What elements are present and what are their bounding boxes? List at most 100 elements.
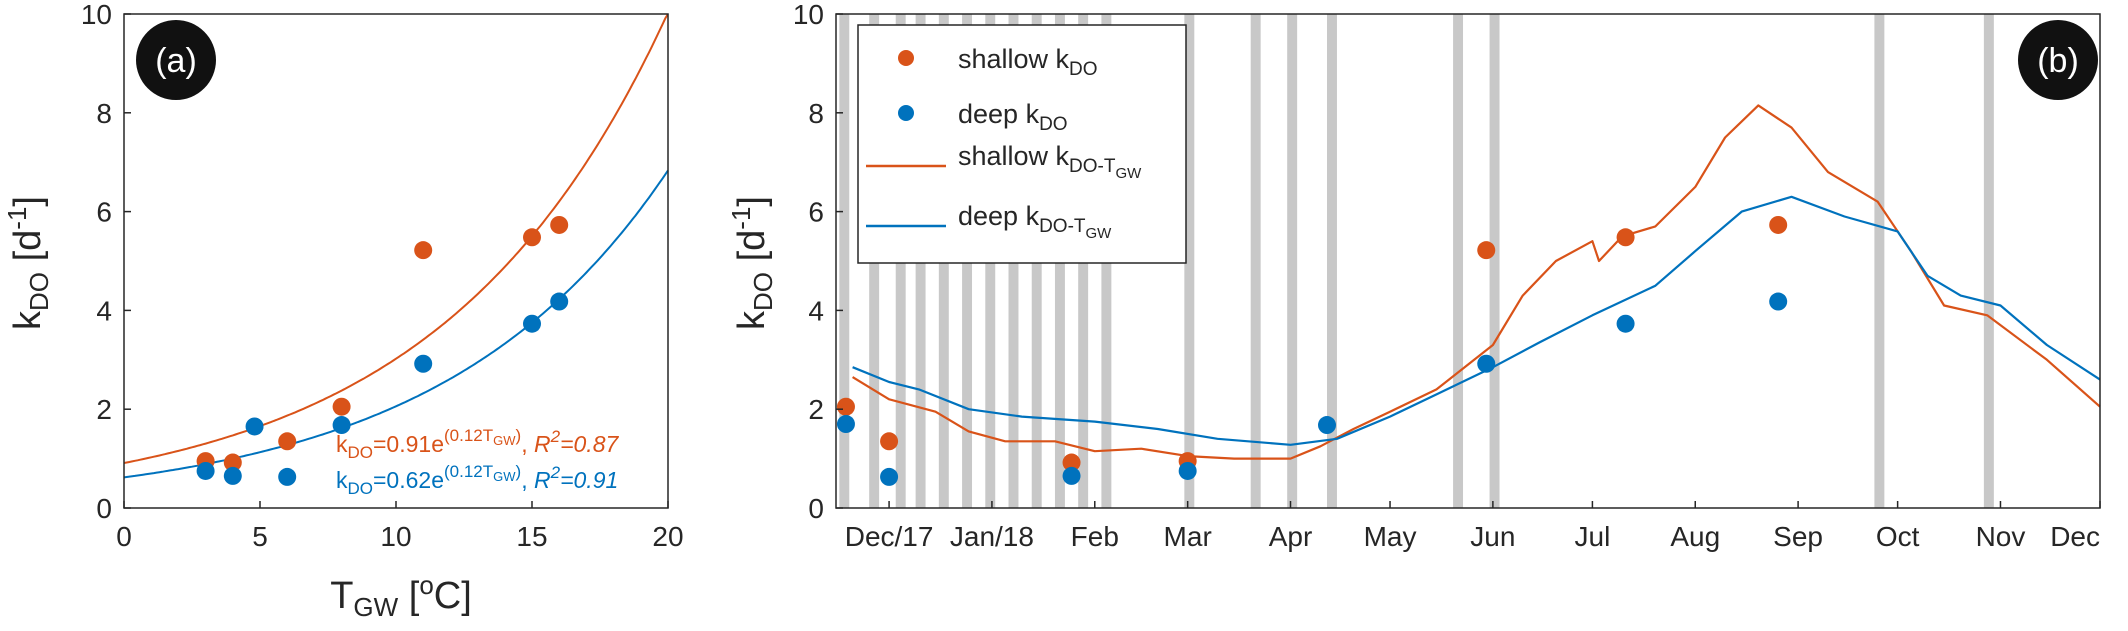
deep-point <box>332 416 351 435</box>
x-tick-label: Jun <box>1470 521 1515 552</box>
x-tick-label: 15 <box>516 521 547 552</box>
x-tick-label: Dec/17 <box>845 521 934 552</box>
panel-label-b-text: (b) <box>2037 42 2079 80</box>
y-tick-label: 10 <box>793 0 824 30</box>
shallow-kDO-point <box>880 432 899 451</box>
deep-kDO-point <box>1616 314 1635 333</box>
legend-deep-kdo: deep kDO <box>958 99 1068 135</box>
panel-label-a-text: (a) <box>155 42 197 80</box>
legend-shallow-marker <box>898 50 914 66</box>
shaded-period <box>1983 14 1994 508</box>
x-tick-label: Aug <box>1670 521 1720 552</box>
panel-b-y-ticks: 0 2 4 6 8 10 <box>793 0 824 524</box>
y-tick-label: 10 <box>81 0 112 30</box>
panel-b-frame <box>835 13 2101 509</box>
shallow-kDO-point <box>1616 228 1635 247</box>
shallow-kDO-TGW-line <box>852 104 2101 460</box>
y-tick-label: 0 <box>96 493 112 524</box>
y-tick-label: 6 <box>96 197 112 228</box>
deep-fit-curve <box>123 169 669 479</box>
shaded-period <box>1287 14 1298 508</box>
x-tick-label: Jan/18 <box>950 521 1034 552</box>
deep-kDO-point <box>1477 354 1496 373</box>
x-tick-label: Oct <box>1876 521 1920 552</box>
panel-b-series-lines <box>852 104 2101 460</box>
panel-b-x-ticks: Dec/17 Jan/18 Feb Mar Apr May Jun Jul Aug Sep Oct N… <box>845 521 2100 552</box>
panel-a-x-ticks: 0 5 10 15 20 <box>116 521 683 552</box>
deep-point <box>196 461 215 480</box>
deep-point <box>278 467 297 486</box>
panel-a-axes <box>123 13 669 509</box>
shallow-point <box>550 215 569 234</box>
x-tick-label: 5 <box>252 521 268 552</box>
shallow-point <box>278 432 297 451</box>
shallow-kDO-point <box>1477 241 1496 260</box>
shaded-period <box>1327 14 1337 508</box>
shallow-kDO-point <box>1769 215 1788 234</box>
panel-b-points <box>836 215 1788 486</box>
legend-shallow-kdo: shallow kDO <box>958 44 1098 80</box>
deep-kDO-point <box>1178 461 1197 480</box>
x-tick-label: Feb <box>1071 521 1119 552</box>
x-tick-label: Sep <box>1773 521 1823 552</box>
y-tick-label: 4 <box>808 295 824 326</box>
shallow-point <box>332 397 351 416</box>
legend-shallow-kdo-tgw: shallow kDO-TGW <box>958 141 1142 182</box>
shaded-period <box>1874 14 1885 508</box>
y-tick-label: 6 <box>808 197 824 228</box>
deep-kDO-TGW-line <box>852 195 2101 446</box>
y-tick-label: 4 <box>96 295 112 326</box>
deep-kDO-point <box>1318 416 1337 435</box>
x-tick-label: 0 <box>116 521 132 552</box>
shallow-fit-equation: kDO=0.91e(0.12TGW), R2=0.87 <box>336 426 619 462</box>
panel-a-points <box>196 215 569 486</box>
deep-kDO-point <box>1769 292 1788 311</box>
shallow-point <box>223 453 242 472</box>
shallow-point <box>523 228 541 247</box>
panel-a-y-ticks: 0 2 4 6 8 10 <box>81 0 112 524</box>
panel-label-a: (a) <box>136 20 216 100</box>
x-tick-label: 10 <box>380 521 411 552</box>
deep-kDO-point <box>880 467 899 486</box>
shaded-period <box>1250 14 1261 508</box>
y-tick-label: 8 <box>96 98 112 129</box>
shaded-period <box>1453 14 1464 508</box>
panel-b: Dec/17 Jan/18 Feb Mar Apr May Jun Jul Aug Sep Oct N… <box>726 0 2101 552</box>
panel-a-x-axis-label: TGW [oC] <box>330 570 472 622</box>
shaded-period <box>1184 14 1195 508</box>
panel-label-b-badge <box>2018 20 2098 100</box>
x-tick-label: Jul <box>1575 521 1611 552</box>
legend-deep-marker <box>898 105 914 121</box>
shaded-period <box>1489 14 1500 508</box>
panel-b-y-axis-label: kDO [d-1] <box>726 196 778 330</box>
deep-point <box>523 314 541 333</box>
panel-label-b: (b) <box>2018 20 2098 100</box>
deep-kDO-point <box>1062 466 1081 485</box>
legend: shallow kDO deep kDO shallow kDO-TGW dee… <box>857 24 1187 264</box>
x-tick-label: Mar <box>1164 521 1212 552</box>
x-tick-label: Apr <box>1269 521 1313 552</box>
shallow-fit-curve <box>123 13 669 464</box>
deep-point <box>223 466 242 485</box>
legend-deep-kdo-tgw: deep kDO-TGW <box>958 201 1112 242</box>
deep-point <box>245 417 264 436</box>
y-tick-label: 2 <box>808 394 824 425</box>
y-tick-label: 2 <box>96 394 112 425</box>
panel-b-axes <box>835 13 2101 509</box>
y-tick-label: 0 <box>808 493 824 524</box>
deep-point <box>550 292 569 311</box>
shallow-kDO-point <box>836 397 855 416</box>
x-tick-label: Dec <box>2050 521 2100 552</box>
shallow-point <box>414 241 433 260</box>
x-tick-label: May <box>1364 521 1417 552</box>
deep-fit-equation: kDO=0.62e(0.12TGW), R2=0.91 <box>336 462 618 498</box>
panel-label-a-badge <box>136 20 216 100</box>
panel-a-fit-curves <box>123 13 669 479</box>
deep-kDO-point <box>836 415 855 434</box>
shallow-kDO-point <box>1062 453 1081 472</box>
deep-point <box>414 354 433 373</box>
panel-a-y-axis-label: kDO [d-1] <box>2 196 54 330</box>
x-tick-label: 20 <box>652 521 683 552</box>
